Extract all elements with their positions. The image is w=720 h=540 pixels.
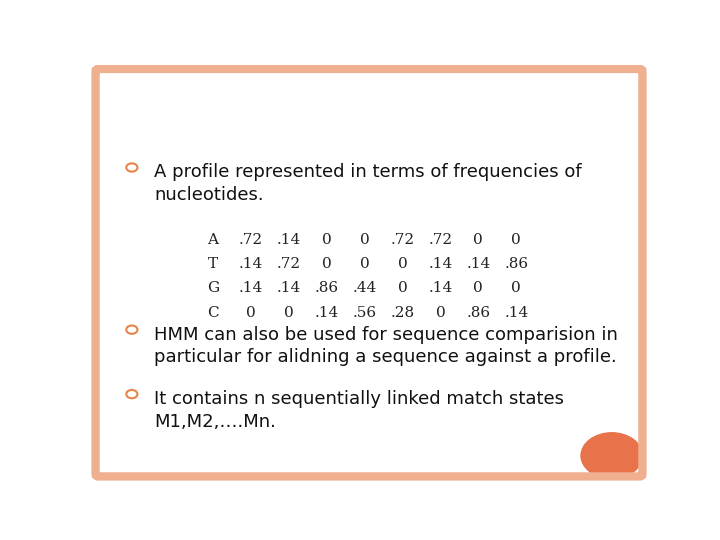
- Text: .28: .28: [390, 306, 415, 320]
- Text: C: C: [207, 306, 219, 320]
- Text: .14: .14: [504, 306, 528, 320]
- Text: .14: .14: [276, 281, 301, 295]
- Text: 0: 0: [246, 306, 256, 320]
- Text: .14: .14: [428, 258, 453, 271]
- Text: .86: .86: [467, 306, 490, 320]
- Text: 0: 0: [360, 233, 369, 247]
- Text: nucleotides.: nucleotides.: [154, 186, 264, 204]
- Circle shape: [581, 433, 642, 478]
- Text: .14: .14: [315, 306, 338, 320]
- Text: T: T: [207, 258, 218, 271]
- Text: .56: .56: [353, 306, 377, 320]
- Text: It contains n sequentially linked match states: It contains n sequentially linked match …: [154, 390, 564, 408]
- Text: 0: 0: [322, 233, 331, 247]
- Text: .14: .14: [428, 281, 453, 295]
- Text: .14: .14: [467, 258, 490, 271]
- Text: M1,M2,….Mn.: M1,M2,….Mn.: [154, 413, 276, 431]
- Text: 0: 0: [436, 306, 445, 320]
- Text: .86: .86: [315, 281, 338, 295]
- Text: .72: .72: [428, 233, 452, 247]
- Text: .72: .72: [238, 233, 263, 247]
- Text: A: A: [207, 233, 218, 247]
- Text: 0: 0: [511, 233, 521, 247]
- Text: .14: .14: [276, 233, 301, 247]
- Text: 0: 0: [474, 281, 483, 295]
- Text: HMM can also be used for sequence comparision in: HMM can also be used for sequence compar…: [154, 326, 618, 343]
- Text: G: G: [207, 281, 219, 295]
- Text: A profile represented in terms of frequencies of: A profile represented in terms of freque…: [154, 163, 582, 181]
- Text: particular for alidning a sequence against a profile.: particular for alidning a sequence again…: [154, 348, 617, 366]
- Text: .72: .72: [276, 258, 301, 271]
- Text: .44: .44: [352, 281, 377, 295]
- Text: 0: 0: [474, 233, 483, 247]
- Text: .14: .14: [238, 258, 263, 271]
- Text: 0: 0: [360, 258, 369, 271]
- Text: 0: 0: [322, 258, 331, 271]
- Text: .72: .72: [390, 233, 415, 247]
- Text: 0: 0: [397, 258, 408, 271]
- Text: 0: 0: [511, 281, 521, 295]
- Text: 0: 0: [397, 281, 408, 295]
- Text: .86: .86: [504, 258, 528, 271]
- Text: .14: .14: [238, 281, 263, 295]
- Text: 0: 0: [284, 306, 294, 320]
